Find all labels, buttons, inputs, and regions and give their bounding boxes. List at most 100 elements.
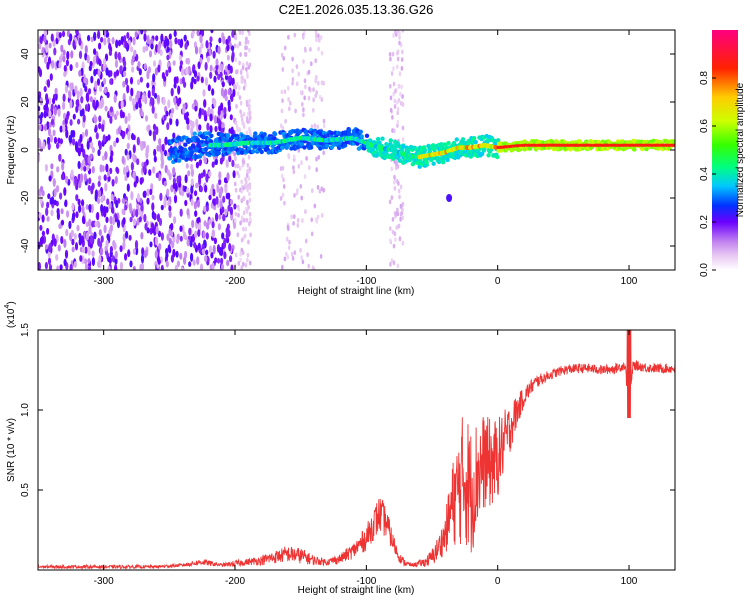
spectrogram-noise-cell xyxy=(194,190,198,197)
spectrogram-noise-cell xyxy=(137,90,141,97)
spectrogram-noise-cell xyxy=(166,54,170,61)
spectrogram-noise-cell xyxy=(192,259,196,266)
spectrogram-noise-cell xyxy=(130,191,134,201)
spectrogram-noise-cell xyxy=(196,256,200,265)
spectrogram-noise-cell xyxy=(98,141,102,151)
spectrogram-noise-cell xyxy=(191,30,195,36)
spectrogram-noise-cell xyxy=(166,46,170,53)
spectrogram-band-cell xyxy=(250,149,256,154)
spectrogram-noise-cell xyxy=(47,257,52,266)
spectrogram-noise-cell xyxy=(132,266,136,270)
spectrogram-noise-cell xyxy=(185,116,189,125)
snr-series xyxy=(38,330,675,570)
spectrogram-streak-cell xyxy=(286,224,290,230)
spectrogram-noise-cell xyxy=(94,127,98,133)
spectrogram-streak-cell xyxy=(294,108,297,114)
spectrogram-streak-cell xyxy=(242,85,246,91)
spectrogram-noise-cell xyxy=(208,219,212,225)
spectrogram-noise-cell xyxy=(226,54,230,61)
spectrogram-noise-cell xyxy=(146,144,150,154)
spectrogram-noise-cell xyxy=(53,136,58,144)
spectrogram-noise-cell xyxy=(223,106,227,114)
spectrogram-streak-cell xyxy=(234,85,237,90)
spectrogram-noise-cell xyxy=(144,95,148,105)
spectrogram-noise-cell xyxy=(53,238,57,247)
spectrogram-noise-cell xyxy=(146,70,150,80)
spectrogram-noise-cell xyxy=(45,207,49,216)
spectrogram-noise-cell xyxy=(94,189,98,199)
spectrogram-noise-cell xyxy=(225,39,229,45)
spectrogram-streak-cell xyxy=(300,255,303,260)
spectrogram-noise-cell xyxy=(230,126,234,136)
spectrogram-streak-cell xyxy=(301,259,305,265)
spectrogram-noise-cell xyxy=(197,61,201,70)
spectrogram-noise-cell xyxy=(47,193,51,200)
spectrogram-noise-cell xyxy=(224,74,229,81)
spectrogram-noise-cell xyxy=(117,39,122,47)
spectrogram-noise-cell xyxy=(98,229,102,236)
spectrogram-noise-cell xyxy=(78,204,82,213)
spectrogram-noise-cell xyxy=(225,159,229,168)
spectrogram-noise-cell xyxy=(52,178,56,187)
spectrogram-noise-cell xyxy=(57,244,61,252)
spectrogram-noise-cell xyxy=(201,248,205,255)
spectrogram-streak-cell xyxy=(233,181,237,187)
spectrogram-noise-cell xyxy=(226,223,230,231)
spectrogram-noise-cell xyxy=(105,216,109,223)
spectrogram-noise-cell xyxy=(120,36,124,45)
spectrogram-noise-cell xyxy=(226,172,230,182)
spectrogram-streak-cell xyxy=(300,195,304,201)
spectrogram-streak-cell xyxy=(399,91,402,97)
spectrogram-noise-cell xyxy=(93,231,97,240)
spectrogram-streak-cell xyxy=(308,165,311,171)
snr-scale-factor: (x104) xyxy=(4,301,17,328)
spectrogram-band-cell xyxy=(201,135,206,140)
spectrogram-noise-cell xyxy=(151,105,155,114)
spectrogram-streak-cell xyxy=(401,125,405,131)
spectrogram-noise-cell xyxy=(222,213,226,222)
spectrogram-band-cell xyxy=(486,153,491,158)
spectrogram-noise-cell xyxy=(43,86,47,93)
spectrogram-streak-cell xyxy=(247,30,250,33)
spectrogram-streak-cell xyxy=(314,33,318,38)
spectrogram-noise-cell xyxy=(129,216,133,223)
spectrogram-band-cell xyxy=(380,136,385,141)
spectrogram-noise-cell xyxy=(68,135,72,143)
spectrogram-noise-cell xyxy=(68,220,72,230)
colorbar-tick-label: 0.0 xyxy=(699,263,710,277)
spectrogram-noise-cell xyxy=(140,254,145,264)
colorbar-gradient xyxy=(712,30,738,270)
spectrogram-noise-cell xyxy=(38,153,41,163)
spectrogram-streak-cell xyxy=(237,206,241,212)
spectrogram-streak-cell xyxy=(392,260,396,266)
spectrogram-streak-cell xyxy=(293,193,296,198)
snr-x-tick-label: -100 xyxy=(356,576,376,587)
spectrogram-noise-cell xyxy=(166,122,170,131)
spectrogram-noise-cell xyxy=(153,213,157,221)
spectrogram-streak-cell xyxy=(393,104,397,109)
spectrogram-noise-cell xyxy=(143,33,147,42)
spectrogram-streak-cell xyxy=(399,184,403,190)
spectrogram-noise-cell xyxy=(170,184,174,193)
spectrogram-noise-cell xyxy=(224,88,228,97)
spectrogram-streak-cell xyxy=(396,107,400,112)
spectrogram-noise-cell xyxy=(75,145,79,153)
spectrogram-noise-cell xyxy=(170,87,174,97)
spectrogram-noise-cell xyxy=(205,249,209,256)
spectrogram-noise-cell xyxy=(98,255,102,264)
spectrogram-noise-cell xyxy=(198,159,203,165)
spectrogram-noise-cell xyxy=(116,167,120,174)
spectrogram-noise-cell xyxy=(154,236,158,246)
spectrogram-streak-cell xyxy=(245,45,248,51)
spectrogram-noise-cell xyxy=(38,140,42,149)
spectrogram-noise-cell xyxy=(167,200,171,207)
spectrogram-streak-cell xyxy=(389,261,392,267)
spectrogram-streak-cell xyxy=(248,47,251,53)
spectrogram-noise-cell xyxy=(132,170,136,178)
spectrogram-noise-cell xyxy=(206,222,210,230)
spectrogram-noise-cell xyxy=(155,126,159,136)
spectrogram-streak-cell xyxy=(317,154,321,160)
spectrogram-noise-cell xyxy=(84,85,88,93)
spectrogram-streak-cell xyxy=(236,43,240,49)
spectrogram-streak-cell xyxy=(233,43,237,49)
